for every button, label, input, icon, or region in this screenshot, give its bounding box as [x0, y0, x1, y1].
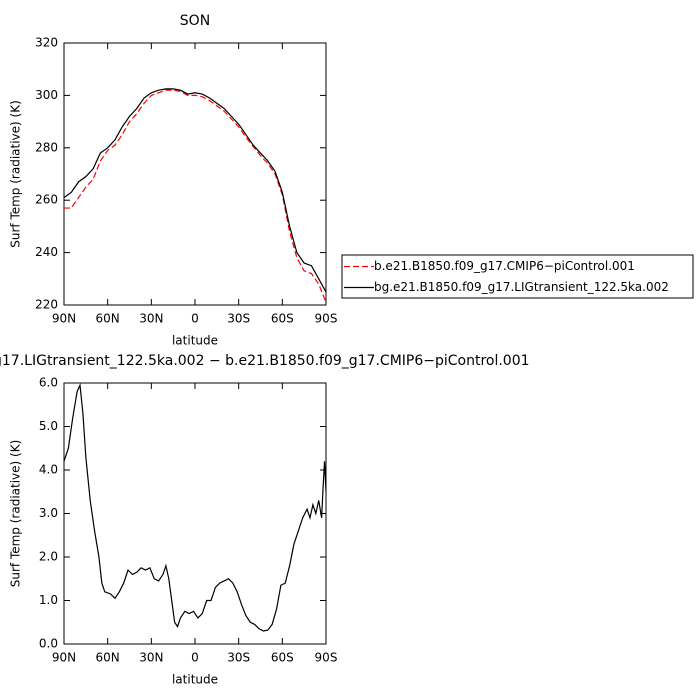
x-tick-label: 30N	[139, 312, 163, 326]
y-tick-label: 2.0	[39, 550, 58, 564]
x-tick-label: 90N	[52, 651, 76, 665]
chart-title: SON	[180, 13, 210, 29]
x-tick-label: 0	[191, 312, 199, 326]
y-axis-label: Surf Temp (radiative) (K)	[9, 440, 23, 588]
x-tick-label: 90S	[315, 312, 338, 326]
y-tick-label: 5.0	[39, 419, 58, 433]
legend-box	[341, 254, 694, 299]
y-tick-label: 260	[35, 193, 58, 207]
y-tick-label: 280	[35, 140, 58, 154]
y-tick-label: 320	[35, 36, 58, 50]
x-tick-label: 0	[191, 651, 199, 665]
data-line	[63, 88, 327, 293]
y-tick-label: 300	[35, 88, 58, 102]
y-tick-label: 0.0	[39, 637, 58, 651]
data-line	[64, 89, 327, 303]
y-tick-label: 6.0	[39, 376, 58, 390]
x-tick-label: 30S	[227, 312, 250, 326]
x-tick-label: 60S	[271, 651, 294, 665]
x-tick-label: 30N	[139, 651, 163, 665]
x-tick-label: 30S	[227, 651, 250, 665]
x-tick-label: 60N	[96, 651, 120, 665]
y-tick-label: 4.0	[39, 463, 58, 477]
chart-title: bg.e21.B1850.f09_g17.LIGtransient_122.5k…	[0, 353, 530, 369]
y-tick-label: 220	[35, 298, 58, 312]
y-tick-label: 1.0	[39, 593, 58, 607]
legend-label: b.e21.B1850.f09_g17.CMIP6−piControl.001	[374, 259, 635, 273]
plot-frame	[63, 382, 327, 645]
x-tick-label: 60N	[96, 312, 120, 326]
y-tick-label: 3.0	[39, 506, 58, 520]
plot-frame	[63, 42, 327, 306]
y-axis-label: Surf Temp (radiative) (K)	[9, 100, 23, 248]
x-tick-label: 90N	[52, 312, 76, 326]
data-line	[63, 382, 327, 632]
x-tick-label: 60S	[271, 312, 294, 326]
x-axis-label: latitude	[172, 334, 218, 348]
legend-label: bg.e21.B1850.f09_g17.LIGtransient_122.5k…	[374, 280, 669, 294]
x-tick-label: 90S	[315, 651, 338, 665]
y-tick-label: 240	[35, 245, 58, 259]
x-axis-label: latitude	[172, 673, 218, 687]
